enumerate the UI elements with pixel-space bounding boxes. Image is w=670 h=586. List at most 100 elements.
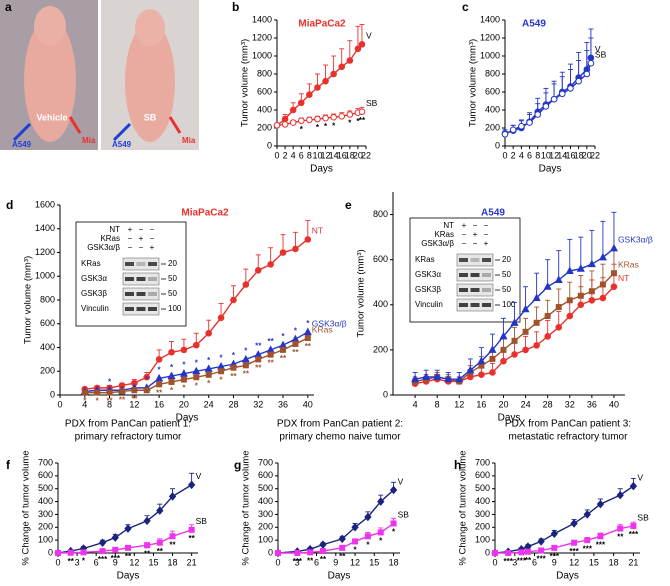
- significance: **: [157, 547, 164, 556]
- marker: [319, 540, 327, 549]
- marker: [351, 523, 359, 532]
- marker: [67, 549, 74, 556]
- blot-band: [125, 307, 134, 311]
- significance: *: [170, 386, 174, 395]
- marker: [543, 282, 552, 290]
- y-tick-label: 600: [475, 470, 490, 480]
- marker: [155, 356, 163, 363]
- marker: [538, 547, 545, 554]
- marker: [193, 374, 200, 381]
- marker: [576, 264, 585, 272]
- significance: ***: [569, 547, 579, 556]
- y-tick-label: 100: [38, 535, 53, 545]
- x-tick-label: 9: [552, 557, 557, 567]
- marker: [522, 346, 529, 354]
- blot-label: KRas: [415, 255, 435, 264]
- y-tick-label: 600: [485, 86, 500, 96]
- marker: [390, 520, 397, 527]
- inset-lane-mark: −: [150, 234, 155, 243]
- significance: *: [83, 397, 87, 406]
- marker: [411, 374, 420, 383]
- marker: [577, 292, 584, 299]
- x-tick-label: 12: [129, 399, 139, 409]
- blot-label: GSK3β: [415, 285, 441, 294]
- significance: **: [320, 555, 327, 564]
- marker: [352, 538, 359, 545]
- blot-band: [148, 307, 157, 311]
- x-tick-label: 36: [587, 399, 597, 409]
- x-tick-label: 6: [532, 557, 537, 567]
- panel-label: b: [232, 0, 239, 14]
- y-tick-label: 1000: [252, 50, 272, 60]
- mw-label: 50: [502, 270, 511, 279]
- x-tick-label: 24: [521, 399, 531, 409]
- significance: *: [348, 119, 352, 128]
- blot-band: [125, 277, 134, 281]
- y-tick-label: 0: [495, 140, 500, 150]
- blot-box: [456, 253, 494, 267]
- marker: [81, 389, 88, 396]
- significance: **: [305, 342, 312, 351]
- marker: [304, 236, 312, 243]
- marker: [304, 335, 311, 341]
- y-tick-label: 0: [50, 389, 55, 399]
- blot-band: [470, 303, 480, 307]
- marker: [511, 337, 518, 344]
- marker: [477, 356, 486, 365]
- inset-lane-mark: −: [139, 243, 144, 252]
- y-tick-label: 400: [258, 496, 273, 506]
- marker: [532, 293, 541, 302]
- marker: [314, 115, 321, 123]
- x-tick-label: 20: [353, 150, 363, 160]
- series-label: GSK3α/β: [312, 318, 347, 328]
- x-tick-label: 16: [476, 399, 486, 409]
- marker: [489, 355, 496, 362]
- inset-lane-mark: −: [462, 230, 467, 239]
- y-axis-label: Tumor volume (mm³): [468, 39, 479, 127]
- x-tick-label: 8: [307, 150, 312, 160]
- blot-box: [122, 257, 160, 271]
- marker: [124, 524, 132, 533]
- marker: [267, 351, 274, 358]
- marker: [610, 283, 618, 291]
- marker: [314, 84, 321, 91]
- marker: [524, 548, 531, 555]
- inset-lane-mark: −: [139, 225, 144, 234]
- series-label: V: [366, 31, 372, 41]
- x-tick-label: 14: [329, 150, 339, 160]
- x-tick-label: 12: [569, 557, 579, 567]
- marker: [544, 333, 551, 340]
- x-tick-label: 4: [519, 150, 524, 160]
- significance: *: [294, 326, 298, 335]
- blot-band: [482, 258, 491, 262]
- marker: [492, 550, 498, 556]
- inset-row-label: KRas: [100, 234, 120, 243]
- x-tick-label: 32: [565, 399, 575, 409]
- marker: [169, 533, 176, 540]
- x-tick-label: 20: [179, 399, 189, 409]
- chart-subtitle: metastatic refractory tumor: [509, 432, 629, 443]
- x-tick-label: 18: [389, 557, 399, 567]
- significance: ***: [629, 530, 639, 539]
- mouse: [24, 18, 76, 142]
- significance: **: [230, 372, 237, 381]
- chart-panel: 0 100 200 300 400 500 600 700 0 3 6 9 12 15 18 21 h PDX f…: [454, 419, 649, 582]
- series-label: SB: [398, 510, 410, 520]
- y-tick-label: 200: [373, 344, 388, 354]
- marker: [488, 345, 497, 353]
- marker: [179, 369, 188, 377]
- y-tick-label: 700: [475, 457, 490, 467]
- significance: *: [96, 397, 100, 406]
- x-tick-label: 20: [582, 150, 592, 160]
- marker: [55, 550, 61, 556]
- significance: ***: [98, 555, 108, 564]
- x-tick-label: 12: [454, 399, 464, 409]
- mouse-head: [135, 9, 165, 47]
- significance: *: [379, 537, 383, 546]
- significance: *: [232, 351, 236, 360]
- y-tick-label: 600: [258, 470, 273, 480]
- y-tick-label: 300: [38, 509, 53, 519]
- mw-label: 50: [168, 274, 177, 283]
- x-tick-label: 0: [57, 399, 62, 409]
- arrow-label: Mia: [182, 136, 196, 145]
